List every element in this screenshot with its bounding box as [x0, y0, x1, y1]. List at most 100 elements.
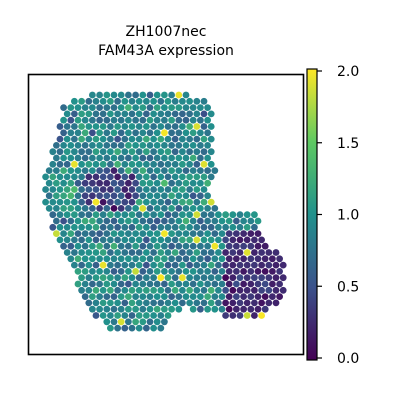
expression-spot: [229, 300, 236, 307]
expression-spot: [125, 281, 132, 288]
expression-spot: [100, 136, 107, 143]
expression-spot: [229, 211, 236, 218]
expression-spot: [143, 237, 150, 244]
expression-spot: [143, 111, 150, 118]
expression-spot: [276, 281, 283, 288]
expression-spot: [240, 306, 247, 313]
expression-spot: [147, 117, 154, 124]
expression-spot: [132, 104, 139, 111]
expression-spot: [262, 243, 269, 250]
expression-spot: [226, 293, 233, 300]
expression-spot: [136, 249, 143, 256]
expression-spot: [165, 123, 172, 130]
expression-spot: [78, 224, 85, 231]
expression-spot: [64, 249, 71, 256]
expression-spot: [100, 300, 107, 307]
expression-spot: [64, 186, 71, 193]
expression-spot: [114, 300, 121, 307]
expression-spot: [190, 167, 197, 174]
expression-spot: [186, 161, 193, 168]
expression-spot: [165, 249, 172, 256]
expression-spot: [132, 129, 139, 136]
expression-spot: [229, 312, 236, 319]
expression-spot: [186, 211, 193, 218]
expression-spot: [46, 205, 53, 212]
expression-spot: [175, 92, 182, 99]
expression-spot: [161, 117, 168, 124]
expression-spot: [208, 237, 215, 244]
expression-spot: [165, 224, 172, 231]
expression-spot: [49, 174, 56, 181]
expression-spot: [211, 255, 218, 262]
expression-spot: [53, 218, 60, 225]
expression-spot: [265, 249, 272, 256]
expression-spot: [201, 237, 208, 244]
expression-spot: [186, 123, 193, 130]
expression-spot: [237, 237, 244, 244]
expression-spot: [265, 287, 272, 294]
expression-spot: [179, 199, 186, 206]
expression-spot: [93, 98, 100, 105]
expression-spot: [197, 180, 204, 187]
expression-spot: [103, 268, 110, 275]
expression-spot: [139, 268, 146, 275]
expression-spot: [183, 142, 190, 149]
expression-spot: [175, 281, 182, 288]
expression-spot: [93, 224, 100, 231]
expression-spot: [93, 111, 100, 118]
expression-spot: [82, 104, 89, 111]
expression-spot: [168, 167, 175, 174]
expression-spot: [75, 255, 82, 262]
expression-spot: [89, 92, 96, 99]
expression-spot: [114, 249, 121, 256]
expression-spot: [96, 167, 103, 174]
expression-spot: [161, 142, 168, 149]
expression-spot: [183, 255, 190, 262]
expression-spot: [172, 199, 179, 206]
expression-spot: [64, 199, 71, 206]
expression-spot: [57, 136, 64, 143]
expression-spot: [121, 199, 128, 206]
expression-spot: [150, 312, 157, 319]
colorbar-ticks: 0.00.51.01.52.0: [317, 64, 359, 367]
expression-spot: [244, 211, 251, 218]
expression-spot: [103, 142, 110, 149]
expression-spot: [183, 155, 190, 162]
expression-spot: [129, 224, 136, 231]
expression-spot: [229, 274, 236, 281]
expression-spot: [183, 218, 190, 225]
expression-spot: [121, 300, 128, 307]
expression-spot: [179, 174, 186, 181]
expression-spot: [201, 199, 208, 206]
expression-spot: [100, 249, 107, 256]
expression-spot: [139, 155, 146, 162]
expression-spot: [161, 281, 168, 288]
expression-spot: [157, 312, 164, 319]
expression-spot: [93, 186, 100, 193]
expression-spot: [121, 262, 128, 269]
expression-spot: [244, 287, 251, 294]
expression-spot: [147, 205, 154, 212]
expression-spot: [125, 218, 132, 225]
expression-spot: [168, 92, 175, 99]
expression-spot: [150, 123, 157, 130]
expression-spot: [107, 300, 114, 307]
expression-spot: [114, 224, 121, 231]
expression-spot: [193, 148, 200, 155]
expression-spot: [57, 211, 64, 218]
expression-spot: [136, 174, 143, 181]
expression-spot: [53, 205, 60, 212]
expression-spot: [262, 281, 269, 288]
expression-spot: [136, 136, 143, 143]
expression-spot: [154, 155, 161, 162]
expression-spot: [255, 243, 262, 250]
expression-spot: [75, 268, 82, 275]
expression-spot: [85, 148, 92, 155]
expression-spot: [197, 218, 204, 225]
expression-spot: [100, 98, 107, 105]
expression-spot: [82, 192, 89, 199]
expression-spot: [114, 186, 121, 193]
expression-spot: [244, 237, 251, 244]
expression-spot: [103, 255, 110, 262]
expression-spot: [71, 262, 78, 269]
